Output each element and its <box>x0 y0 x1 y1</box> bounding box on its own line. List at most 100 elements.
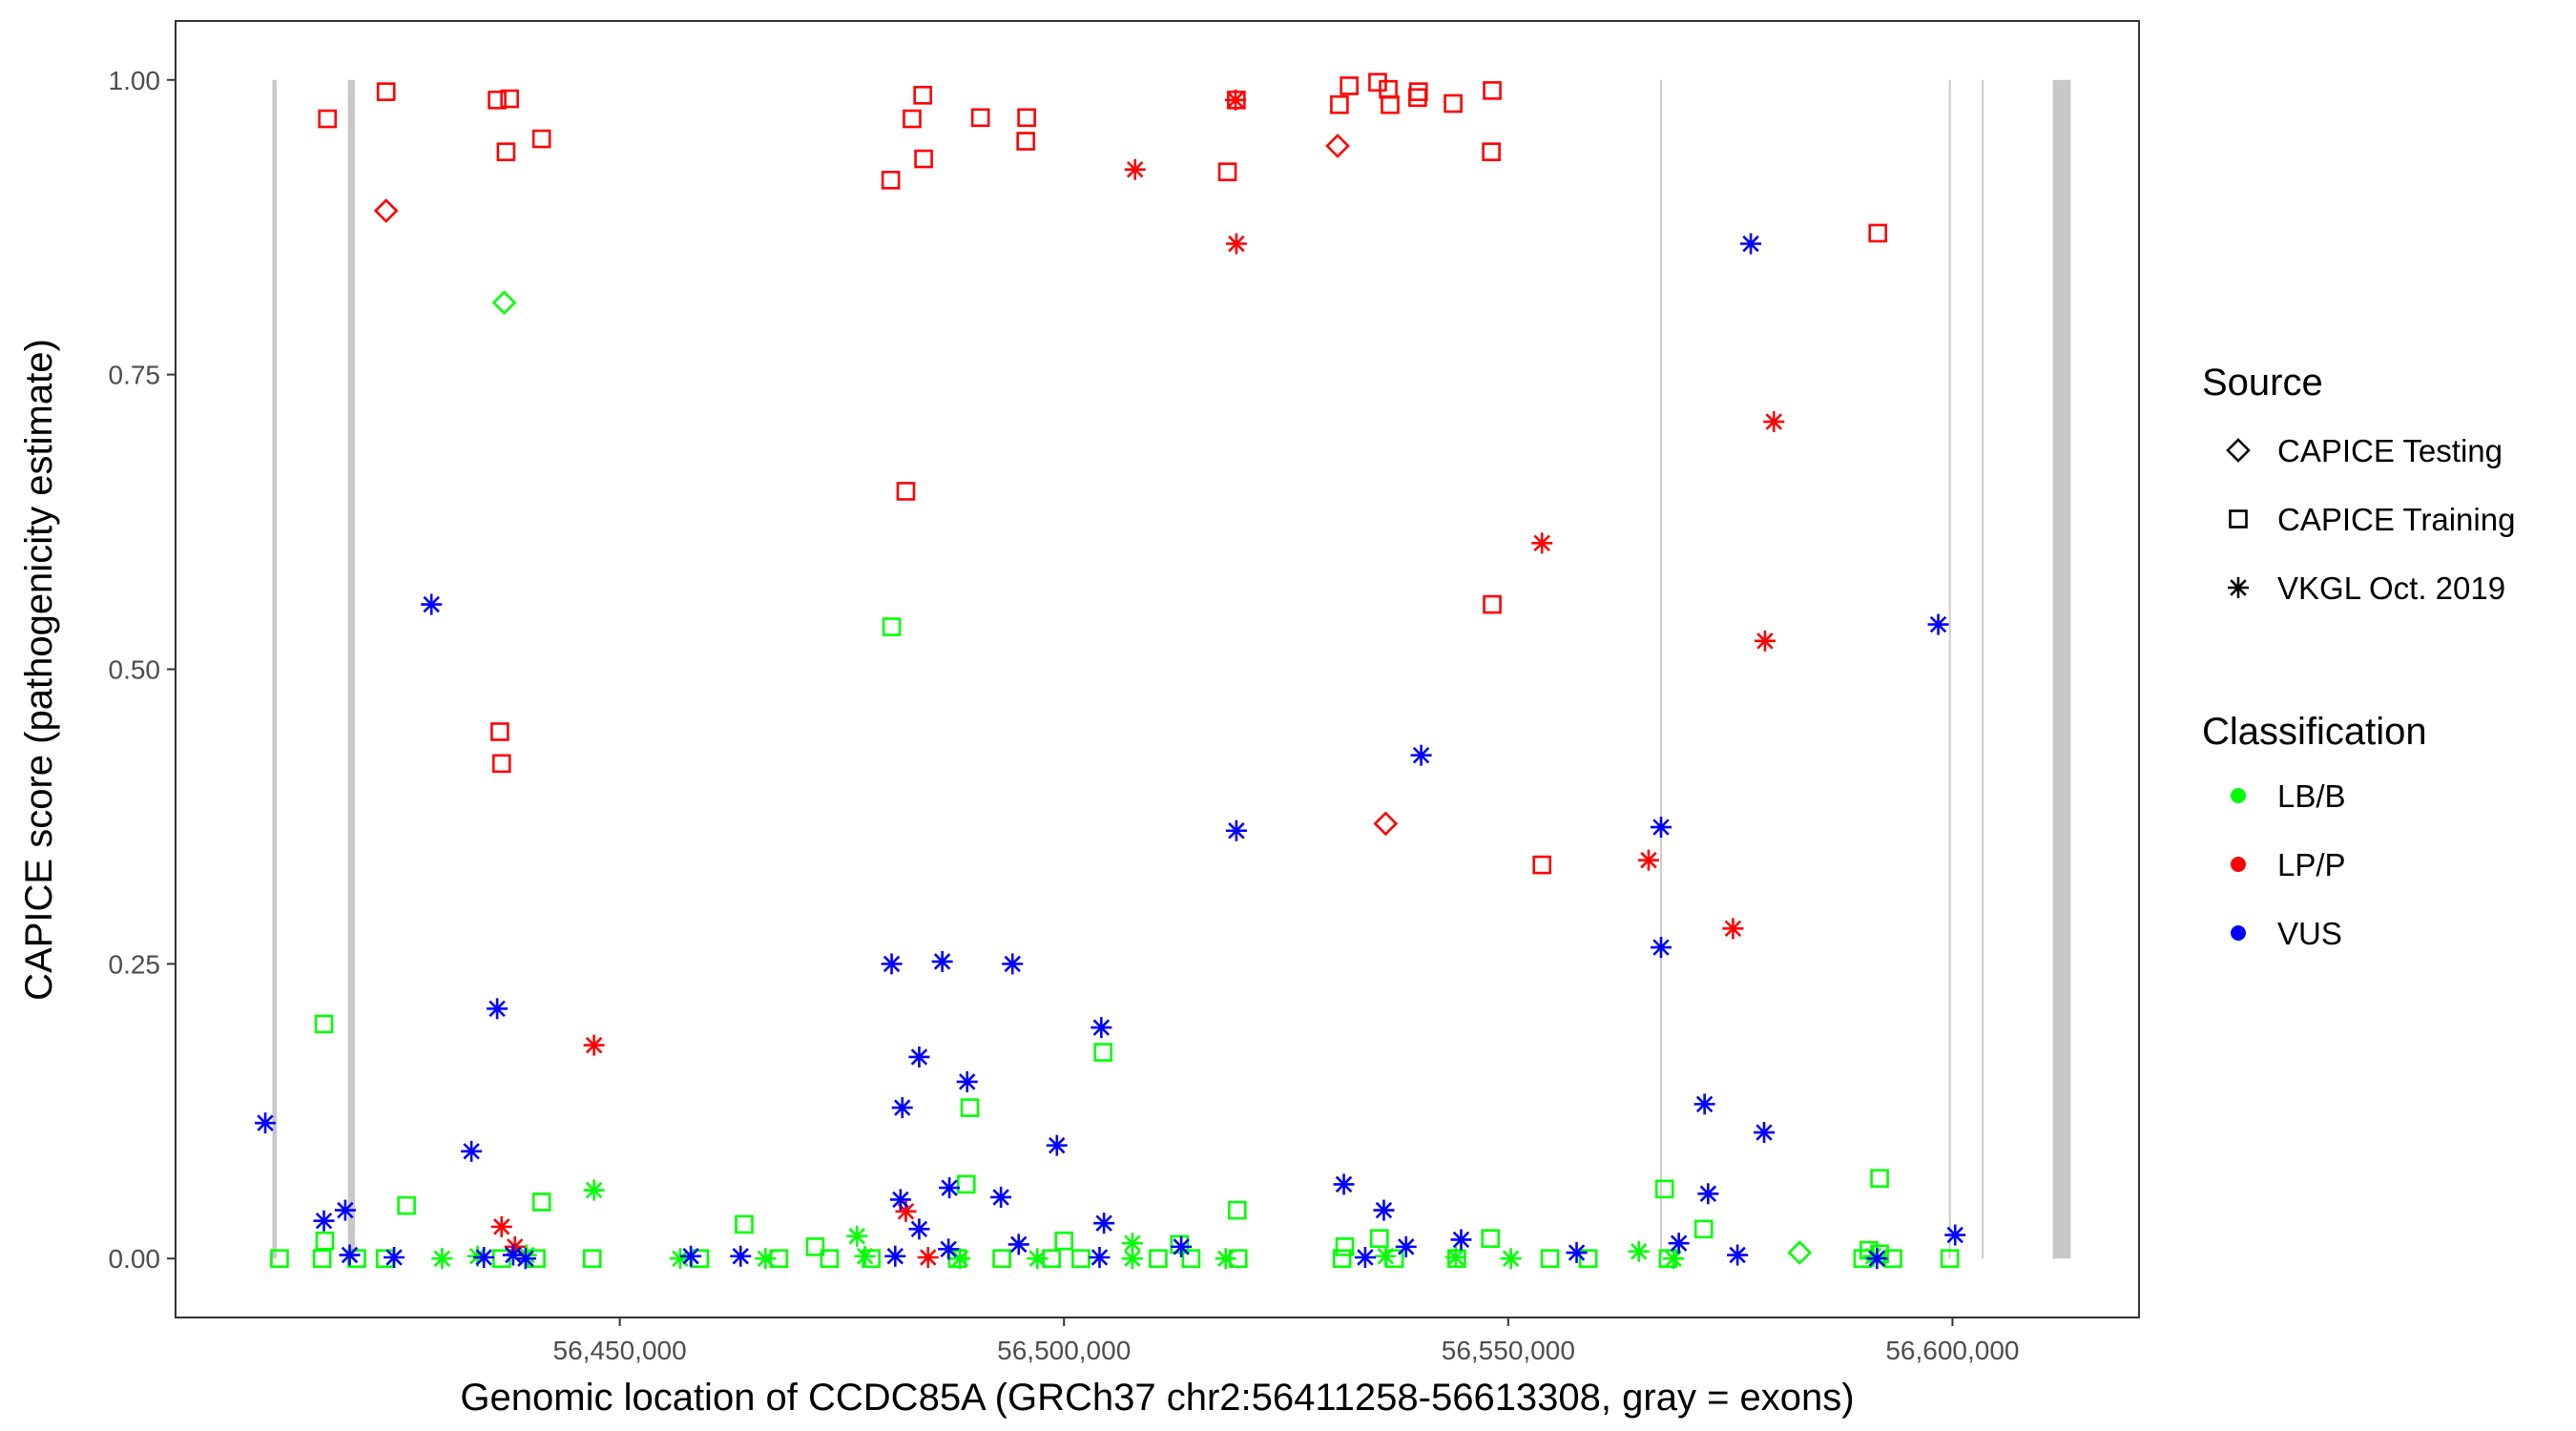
data-point <box>1002 953 1024 975</box>
data-point <box>1408 88 1427 108</box>
data-point <box>1335 1237 1355 1256</box>
exon-band <box>2052 79 2071 1259</box>
legend-label: VKGL Oct. 2019 <box>2277 570 2505 606</box>
data-point <box>1651 937 1672 959</box>
data-point <box>1121 1248 1143 1270</box>
data-point <box>1578 1249 1598 1269</box>
data-point <box>531 129 551 149</box>
data-point <box>502 1244 524 1266</box>
data-point <box>917 1246 939 1268</box>
legend-item-classification: LP/P <box>2231 847 2346 882</box>
data-point <box>514 1248 536 1270</box>
data-point <box>1170 1234 1190 1255</box>
data-point <box>1373 811 1399 837</box>
data-point <box>583 1034 605 1056</box>
y-axis-title: CAPICE score (pathogenicity estimate) <box>18 339 60 1001</box>
data-point <box>970 108 990 128</box>
data-point <box>1566 1242 1588 1264</box>
data-point <box>1181 1249 1201 1269</box>
data-point <box>1532 855 1552 875</box>
data-point <box>896 482 916 501</box>
data-point <box>1531 532 1553 554</box>
data-point <box>1215 1248 1236 1270</box>
data-point <box>1046 1134 1068 1156</box>
data-point <box>1410 744 1432 766</box>
data-point <box>931 950 953 972</box>
data-point <box>270 1249 289 1269</box>
data-point <box>1483 594 1502 614</box>
data-point <box>949 1248 971 1270</box>
y-tick-label: 0.50 <box>109 655 161 685</box>
data-point <box>1225 233 1247 255</box>
data-point <box>854 1245 876 1267</box>
data-point <box>1332 1249 1352 1269</box>
data-point <box>1016 132 1035 151</box>
exon-band <box>1982 79 1984 1259</box>
data-point <box>488 90 507 110</box>
data-point <box>582 1249 602 1269</box>
data-point <box>313 1210 335 1232</box>
data-point <box>490 722 509 741</box>
legend-item-source: CAPICE Testing <box>2226 433 2503 468</box>
data-point <box>339 1244 361 1266</box>
data-point <box>881 953 903 975</box>
data-point <box>1093 1043 1112 1062</box>
legend-classification-title: Classification <box>2202 711 2427 753</box>
data-point <box>1697 1183 1719 1205</box>
data-point <box>1091 1017 1112 1039</box>
data-point <box>1628 1240 1650 1262</box>
data-point <box>583 1179 605 1201</box>
data-point <box>990 1186 1012 1208</box>
data-point <box>1500 1248 1522 1270</box>
data-point <box>1093 1213 1115 1234</box>
data-point <box>487 998 509 1020</box>
x-tick-label: 56,550,000 <box>1442 1336 1575 1365</box>
data-point <box>908 1218 930 1240</box>
data-point <box>1395 1235 1417 1257</box>
data-point <box>1228 1200 1247 1220</box>
data-point <box>376 82 396 101</box>
legend-key-diamond <box>2226 438 2251 463</box>
exon-band <box>1660 79 1662 1259</box>
data-point <box>490 1215 512 1237</box>
data-point <box>1940 1249 1960 1269</box>
data-point <box>384 1246 405 1268</box>
data-point <box>884 1245 906 1267</box>
data-point <box>314 1014 334 1034</box>
data-point <box>882 617 902 636</box>
data-point <box>1927 613 1949 635</box>
exon-band <box>1948 79 1951 1259</box>
exon-band <box>347 79 356 1259</box>
x-tick-label: 56,450,000 <box>553 1336 687 1365</box>
data-point <box>1224 89 1246 111</box>
legend-item-classification: VUS <box>2231 916 2342 951</box>
data-point <box>1149 1249 1168 1269</box>
data-point <box>992 1249 1011 1269</box>
data-point <box>373 198 399 223</box>
legend-item-source: CAPICE Training <box>2229 502 2515 537</box>
data-point <box>1870 1169 1889 1189</box>
data-point <box>318 109 338 129</box>
data-point <box>431 1248 453 1270</box>
data-point <box>491 754 511 774</box>
legend-label: CAPICE Testing <box>2277 433 2503 468</box>
data-point <box>1071 1249 1091 1269</box>
data-point <box>1654 1179 1674 1199</box>
x-tick-label: 56,500,000 <box>997 1336 1131 1365</box>
data-point <box>1668 1233 1690 1255</box>
data-point <box>1754 1122 1776 1144</box>
data-point <box>1651 817 1672 839</box>
data-point <box>820 1249 840 1269</box>
legend-label: CAPICE Training <box>2277 502 2515 537</box>
data-point <box>1693 1093 1715 1115</box>
data-point <box>531 1192 551 1212</box>
data-point <box>496 142 516 161</box>
x-axis-title: Genomic location of CCDC85A (GRCh37 chr2… <box>460 1377 1854 1419</box>
data-point <box>1540 1249 1560 1269</box>
data-point <box>1693 1219 1714 1239</box>
data-point <box>1370 1229 1389 1249</box>
data-point <box>421 593 443 615</box>
legend-label: LB/B <box>2277 778 2346 814</box>
legend-key-asterisk <box>2228 577 2249 598</box>
